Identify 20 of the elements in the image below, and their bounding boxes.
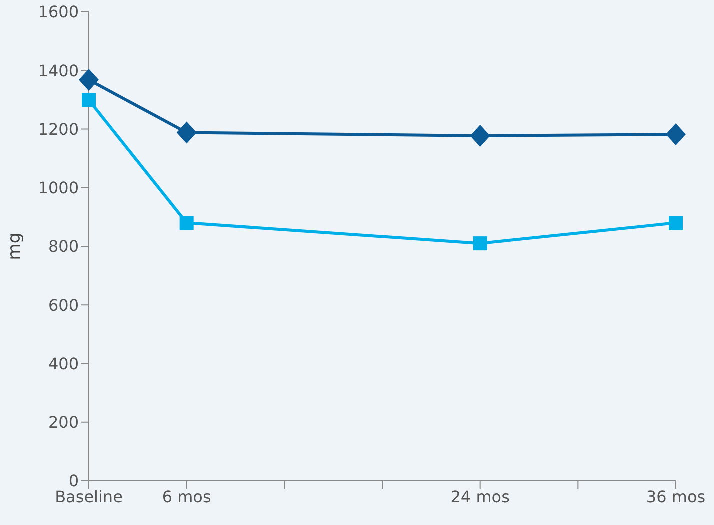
point [666,124,686,146]
y-tick-label: 200 [48,413,79,432]
y-tick-label: 600 [48,296,79,315]
point [82,93,96,108]
x-tick-label: 6 mos [162,487,212,506]
y-axis-title: mg [5,232,26,260]
point [669,216,683,230]
y-tick-label: 800 [48,237,79,256]
point [473,236,488,251]
y-tick-label: 1400 [38,61,79,80]
y-tick-label: 400 [48,354,79,374]
y-tick-label: 1200 [38,120,79,139]
point [180,216,194,230]
point [470,124,490,147]
point [79,69,99,92]
y-tick-label: 1600 [38,2,79,22]
y-tick-label: 1000 [38,178,79,198]
x-tick-label: 24 mos [450,487,510,506]
point [176,122,197,144]
x-tick-label: 36 mos [646,487,706,506]
